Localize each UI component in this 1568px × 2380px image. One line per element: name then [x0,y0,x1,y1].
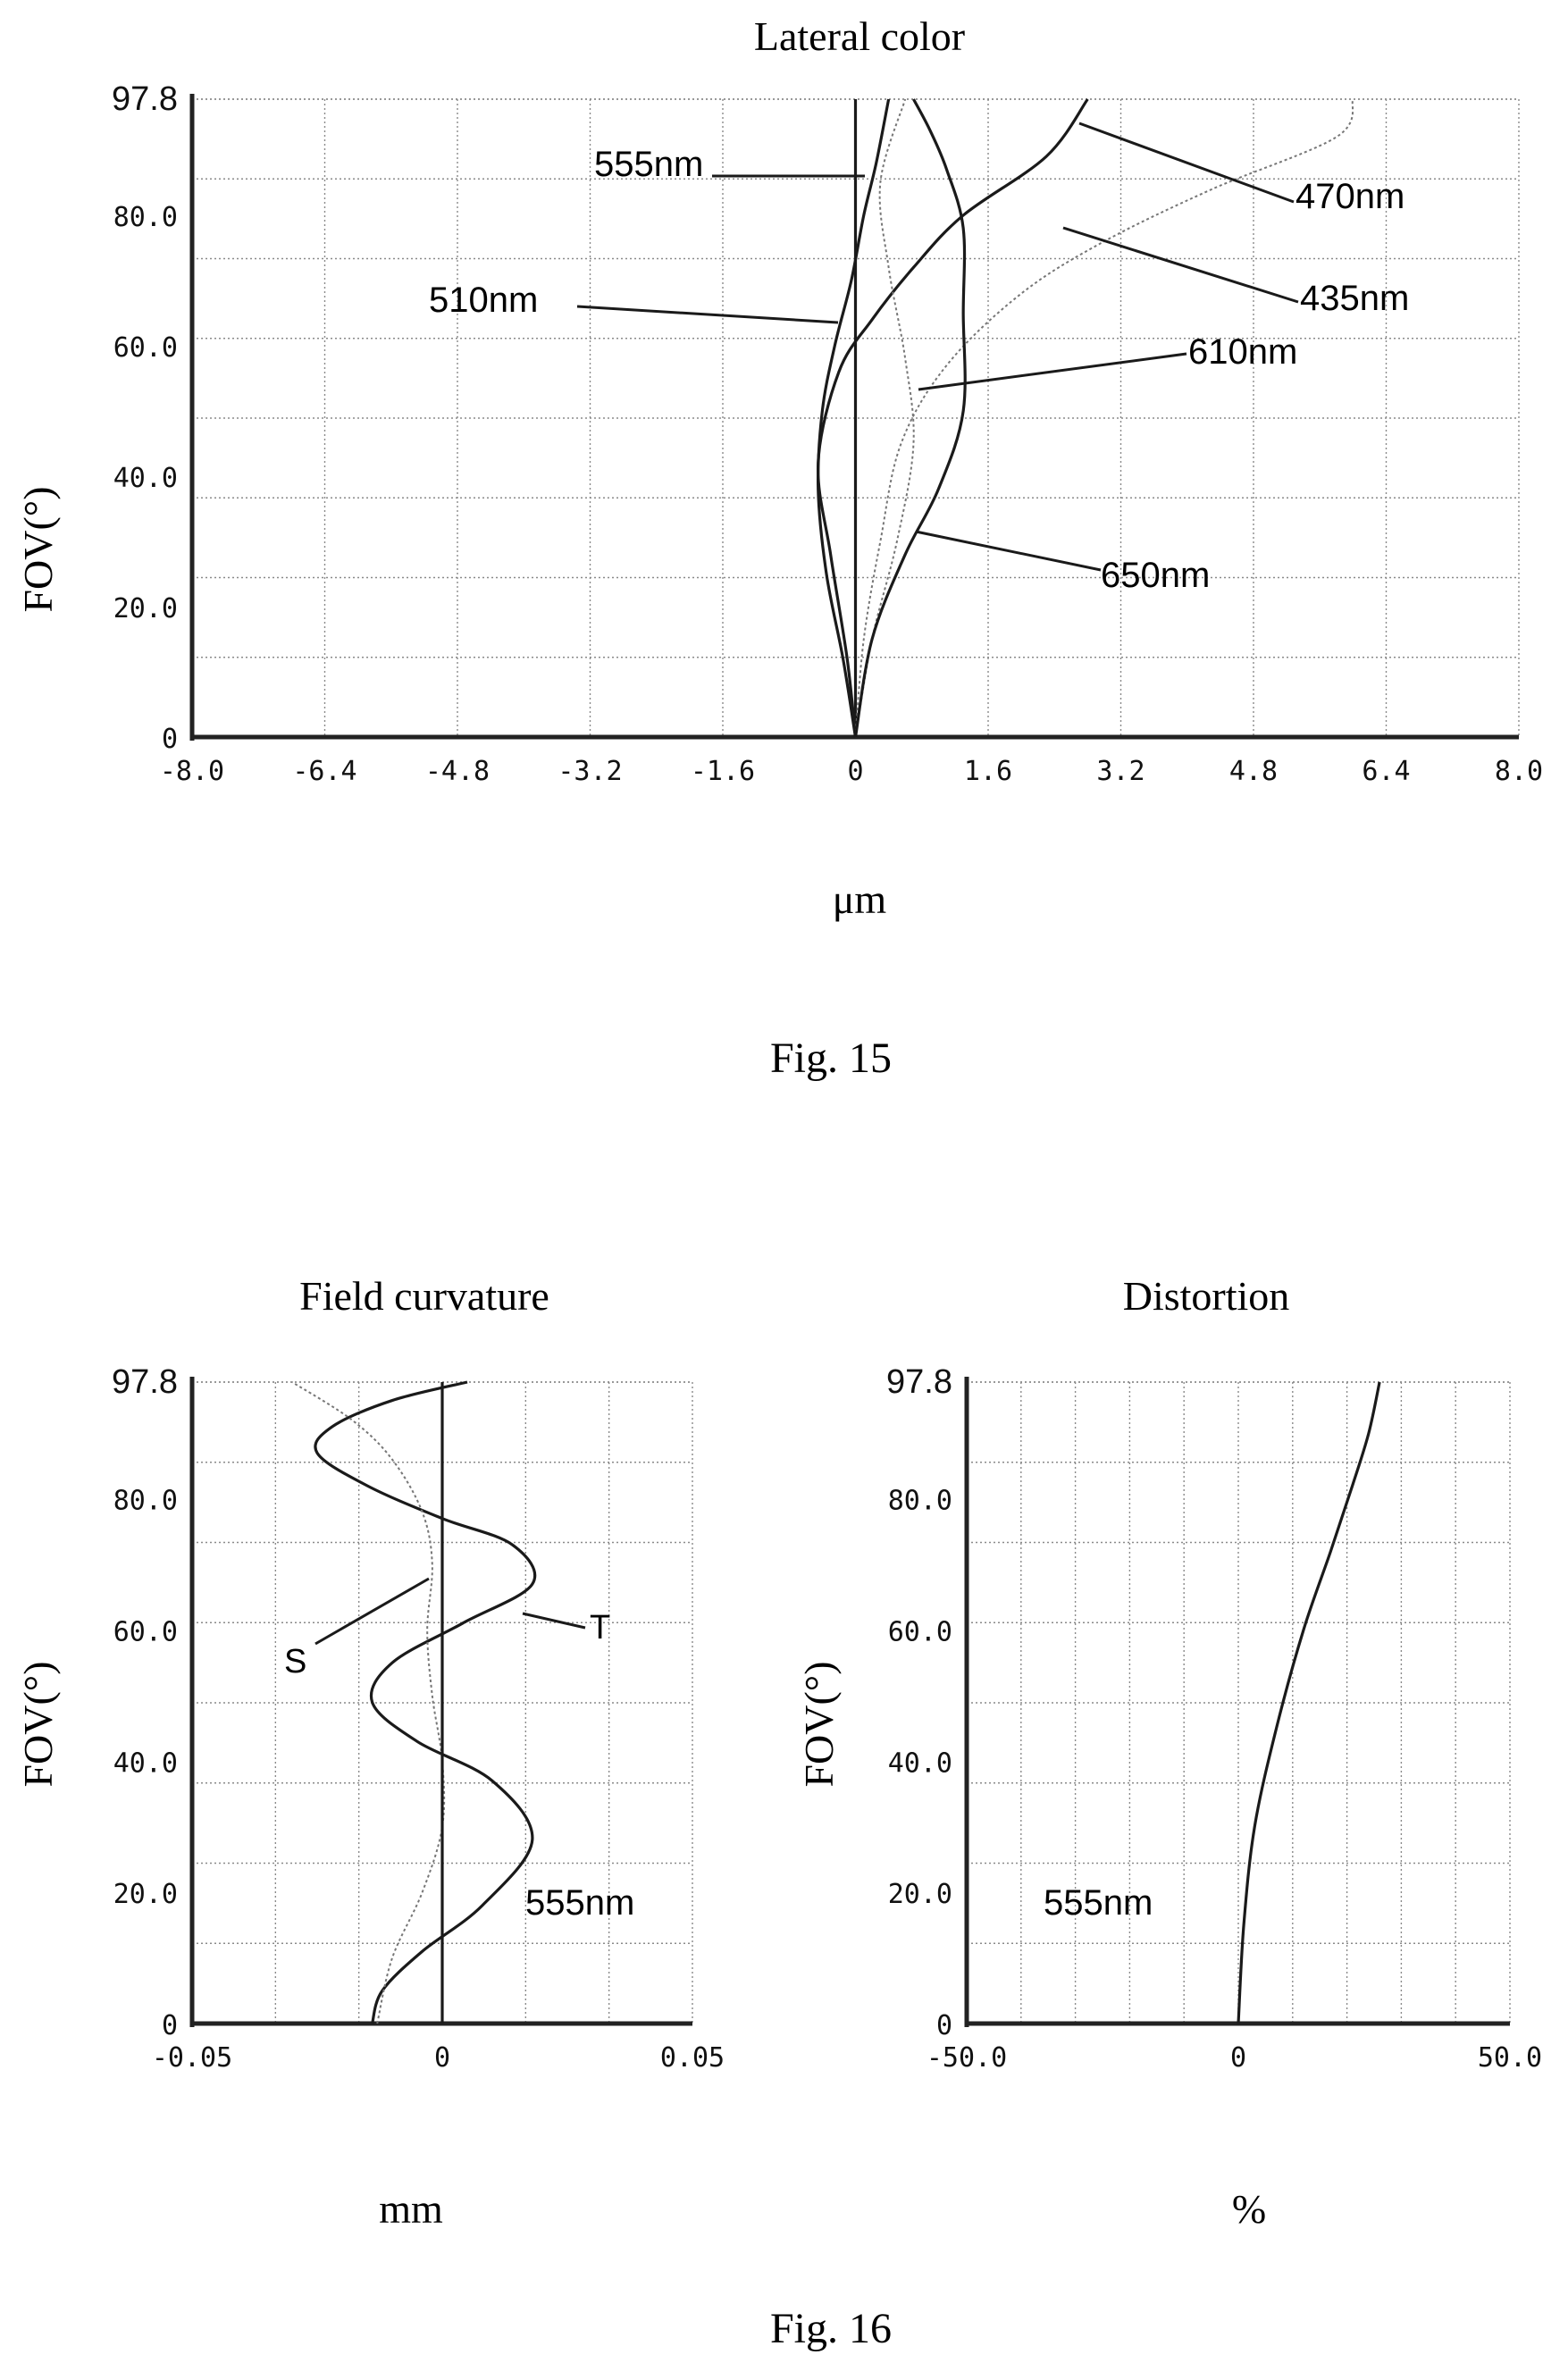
distortion-ylabel: FOV(°) [796,1661,842,1787]
x-tick-label: -50.0 [927,2042,1007,2074]
y-tick-label: 0 [936,2010,952,2041]
lateral-color-x-ticks: -8.0 -6.4 -4.8 -3.2 -1.6 0 1.6 3.2 4.8 6.4 8.0 [160,756,1543,787]
x-tick-label: -3.2 [558,756,622,787]
x-tick-label: 0 [434,2042,450,2074]
x-tick-label: -8.0 [160,756,224,787]
y-tick-label: 40.0 [888,1747,952,1779]
leader-t [522,1612,586,1630]
distortion-chart: Distortion FOV(°) % -50.0 0 50.0 020.040.0… [796,1273,1542,2232]
lateral-color-leader-lines [576,122,1299,572]
label-510nm: 510nm [429,281,538,320]
y-tick-label: 97.8 [886,1363,952,1401]
field-curvature-ylabel: FOV(°) [15,1661,61,1787]
label-t: T [590,1609,610,1647]
lateral-color-y-ticks: 0 20.0 40.0 60.0 80.0 97.8 [112,80,178,755]
series-line-555nm [1237,1381,1381,2024]
y-tick-label: 20.0 [113,1879,178,1910]
y-tick-label: 97.8 [112,80,178,118]
field-curvature-xlabel: mm [379,2186,443,2232]
lateral-color-title: Lateral color [754,13,965,59]
leader-s [314,1577,430,1646]
leader-510nm [576,305,839,324]
fig16-caption: Fig. 16 [770,2305,892,2352]
series-line-435nm [854,98,1354,738]
distortion-x-ticks: -50.0 0 50.0 [927,2042,1542,2074]
field-curvature-y-ticks: 0 20.0 40.0 60.0 80.0 97.8 [112,1363,178,2041]
y-tick-label: 0 [162,724,178,755]
lateral-color-xlabel: μm [833,876,887,922]
x-tick-label: 1.6 [964,756,1012,787]
distortion-title: Distortion [1123,1273,1290,1319]
distortion-gridlines [966,1381,1511,2024]
label-470nm: 470nm [1295,177,1404,216]
y-tick-label: 20.0 [113,593,178,624]
field-curvature-series [291,1380,537,2024]
series-line-510nm [816,98,891,738]
field-curvature-x-ticks: -0.05 0 0.05 [152,2042,725,2074]
y-tick-label: 0 [162,2010,178,2041]
series-line-610nm [854,98,915,738]
x-tick-label: -6.4 [292,756,356,787]
field-curvature-chart: Field curvature FOV(°) mm -0.05 0 0.05 020… [15,1273,725,2232]
label-610nm: 610nm [1188,332,1297,372]
y-tick-label: 60.0 [113,332,178,364]
leader-470nm [1078,122,1295,204]
y-tick-label: 80.0 [888,1486,952,1517]
label-435nm: 435nm [1300,279,1409,318]
distortion-series [1237,1381,1381,2024]
x-tick-label: 0 [847,756,863,787]
y-tick-label: 80.0 [113,202,178,233]
lateral-color-ylabel: FOV(°) [15,486,61,612]
y-tick-label: 97.8 [112,1363,178,1401]
fig15-caption: Fig. 15 [770,1035,892,1082]
y-tick-label: 60.0 [888,1617,952,1648]
y-tick-label: 40.0 [113,1747,178,1779]
field-curvature-wavelength-label: 555nm [525,1883,634,1923]
x-tick-label: -4.8 [425,756,490,787]
distortion-axes [964,1377,1510,2027]
field-curvature-title: Field curvature [299,1273,549,1319]
y-tick-label: 80.0 [113,1486,178,1517]
y-tick-label: 60.0 [113,1617,178,1648]
series-line-650nm [853,98,967,738]
label-650nm: 650nm [1101,556,1210,595]
leader-610nm [918,352,1187,391]
lateral-color-chart: Lateral color FOV(°) μm -8.0 -6.4 -4.8 -3.2… [15,13,1543,1082]
x-tick-label: 0.05 [660,2042,725,2074]
y-tick-label: 40.0 [113,463,178,494]
x-tick-label: -0.05 [152,2042,232,2074]
label-555nm: 555nm [594,145,703,184]
x-tick-label: 50.0 [1478,2042,1542,2074]
distortion-xlabel: % [1232,2186,1266,2232]
series-line-470nm [816,98,1089,738]
leader-435nm [1062,226,1299,304]
leader-650nm [915,530,1102,572]
series-line-t [314,1380,537,2024]
field-curvature-leader-lines [314,1577,586,1646]
x-tick-label: 6.4 [1362,756,1410,787]
x-tick-label: -1.6 [691,756,755,787]
x-tick-label: 8.0 [1495,756,1543,787]
x-tick-label: 3.2 [1096,756,1145,787]
distortion-wavelength-label: 555nm [1044,1883,1153,1923]
y-tick-label: 20.0 [888,1879,952,1910]
x-tick-label: 4.8 [1229,756,1278,787]
label-s: S [284,1643,306,1680]
series-line-s [291,1381,446,2024]
lateral-color-gridlines [191,98,1520,738]
distortion-y-ticks: 0 20.0 40.0 60.0 80.0 97.8 [886,1363,952,2041]
lateral-color-series [816,98,1354,738]
x-tick-label: 0 [1230,2042,1246,2074]
